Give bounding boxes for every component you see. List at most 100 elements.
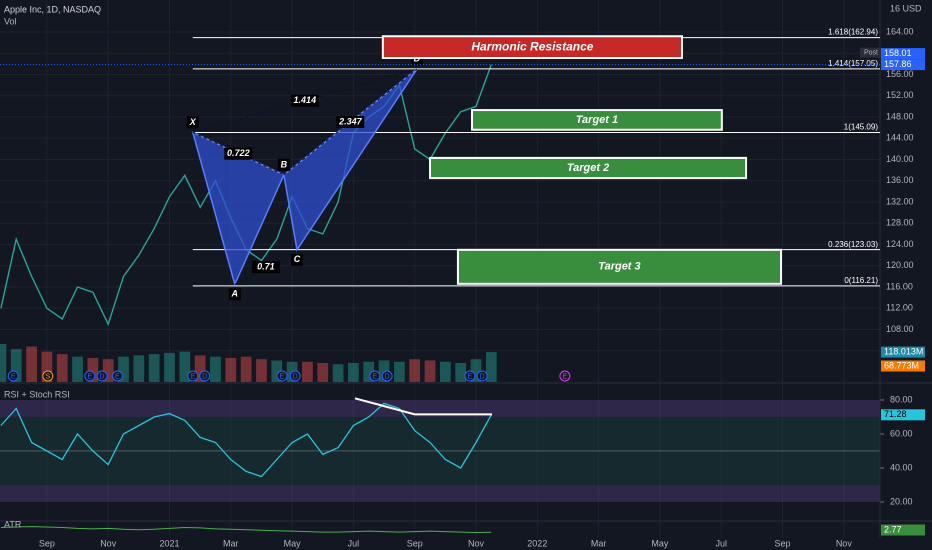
volume-bar bbox=[348, 363, 359, 382]
x-tick-label: Nov bbox=[100, 538, 117, 548]
event-icon bbox=[464, 370, 476, 382]
post-price-tag: 158.01 bbox=[884, 48, 912, 58]
ratio-label-group: 2.347 bbox=[336, 116, 365, 129]
rsi-title: RSI + Stoch RSI bbox=[4, 389, 70, 399]
volume-ma-tag: 68.773M bbox=[884, 360, 919, 370]
fib-label: 1.414(157.05) bbox=[828, 59, 878, 68]
volume-bar bbox=[424, 360, 436, 382]
y-tick-label: 124.00 bbox=[886, 239, 914, 249]
volume-bar bbox=[256, 359, 267, 382]
ratio-label-group: 1.414 bbox=[290, 94, 319, 107]
y-tick-label: 144.00 bbox=[886, 133, 914, 143]
rsi-band bbox=[0, 484, 880, 502]
ratio-label: 1.414 bbox=[294, 95, 317, 105]
volume-bar bbox=[470, 359, 482, 382]
rsi-tag-bg bbox=[881, 409, 925, 421]
volume-bar bbox=[240, 356, 252, 382]
volume-bar bbox=[164, 352, 175, 382]
event-label: E bbox=[190, 373, 195, 380]
event-label: E bbox=[468, 373, 473, 380]
y-tick-label: 108.00 bbox=[886, 324, 914, 334]
point-label-box bbox=[228, 288, 241, 301]
rsi-line bbox=[0, 402, 492, 478]
atr-tag-bg bbox=[881, 524, 925, 536]
volume-tag-bg bbox=[881, 346, 925, 358]
atr-title: ATR bbox=[4, 519, 22, 529]
x-tick-label: Nov bbox=[468, 538, 485, 548]
point-label: C bbox=[294, 254, 301, 264]
event-icon bbox=[187, 370, 199, 382]
event-icon bbox=[7, 370, 19, 382]
event-label: D bbox=[480, 373, 485, 380]
y-tick-label: 128.00 bbox=[886, 218, 914, 228]
x-tick-label: Sep bbox=[39, 538, 55, 548]
last-price-tag-bg bbox=[881, 59, 925, 71]
post-tag-bg bbox=[860, 47, 882, 58]
volume-bar bbox=[225, 357, 237, 382]
fib-label: 1(145.09) bbox=[844, 123, 879, 132]
event-label: E bbox=[373, 373, 378, 380]
target-label: Target 3 bbox=[598, 261, 640, 273]
point-label: B bbox=[281, 159, 288, 169]
y-tick-label: 116.00 bbox=[886, 281, 913, 291]
volume-bar bbox=[148, 354, 160, 382]
rsi-trendline bbox=[354, 397, 492, 416]
volume-bar bbox=[394, 361, 405, 382]
x-tick-label: Sep bbox=[775, 538, 791, 548]
event-icon bbox=[476, 370, 488, 382]
ratio-box bbox=[251, 261, 280, 274]
event-icon bbox=[369, 370, 381, 382]
volume-bar bbox=[194, 355, 206, 382]
x-tick-label: Nov bbox=[836, 538, 853, 548]
ratio-box bbox=[224, 147, 253, 160]
rsi-tag: 71.28 bbox=[884, 409, 907, 419]
event-label: D bbox=[385, 373, 390, 380]
scale-top-label: 16 USD bbox=[890, 3, 922, 13]
ratio-label-group: 0.722 bbox=[224, 147, 253, 160]
y-tick-label: 152.00 bbox=[886, 90, 914, 100]
atr-line bbox=[0, 526, 492, 534]
event-icon bbox=[199, 370, 211, 382]
target-box bbox=[456, 248, 782, 285]
rsi-tick-label: 40.00 bbox=[890, 462, 913, 472]
point-label-box bbox=[277, 158, 290, 171]
target-box bbox=[471, 109, 723, 131]
x-tick-label: 2021 bbox=[159, 538, 179, 548]
volume-ma-tag-bg bbox=[881, 360, 925, 372]
post-price-tag-bg bbox=[881, 48, 925, 60]
rsi-band bbox=[0, 399, 880, 417]
volume-bar bbox=[317, 363, 329, 382]
volume-bar bbox=[87, 357, 99, 382]
target-label: Target 1 bbox=[576, 114, 618, 126]
y-tick-label: 148.00 bbox=[886, 111, 914, 121]
volume-bar bbox=[41, 351, 53, 382]
ratio-label: 0.722 bbox=[227, 148, 250, 158]
point-label: X bbox=[189, 117, 197, 127]
volume-bar bbox=[302, 361, 313, 382]
fib-label: 0(116.21) bbox=[844, 276, 878, 285]
event-icon bbox=[276, 370, 288, 382]
volume-bar bbox=[133, 355, 145, 382]
point-label: A bbox=[231, 289, 239, 299]
volume-bar bbox=[440, 361, 451, 382]
event-label: D bbox=[202, 373, 207, 380]
volume-bar bbox=[363, 361, 375, 382]
volume-bar bbox=[455, 363, 467, 382]
event-label: D bbox=[293, 373, 298, 380]
event-label: E bbox=[115, 373, 120, 380]
volume-bar bbox=[0, 344, 7, 382]
rsi-tick-label: 60.00 bbox=[890, 428, 913, 438]
target-box bbox=[381, 35, 683, 60]
event-icon bbox=[559, 370, 571, 382]
event-icon bbox=[96, 370, 108, 382]
event-label: E bbox=[280, 373, 285, 380]
point-label-box bbox=[186, 116, 199, 129]
target-label: Target 2 bbox=[567, 162, 609, 174]
fib-label: 0.236(123.03) bbox=[828, 240, 878, 249]
event-label: D bbox=[100, 373, 105, 380]
atr-tag: 2.77 bbox=[884, 524, 902, 534]
x-tick-label: Mar bbox=[591, 538, 607, 548]
x-tick-label: Jul bbox=[715, 538, 727, 548]
volume-bar bbox=[72, 356, 83, 382]
